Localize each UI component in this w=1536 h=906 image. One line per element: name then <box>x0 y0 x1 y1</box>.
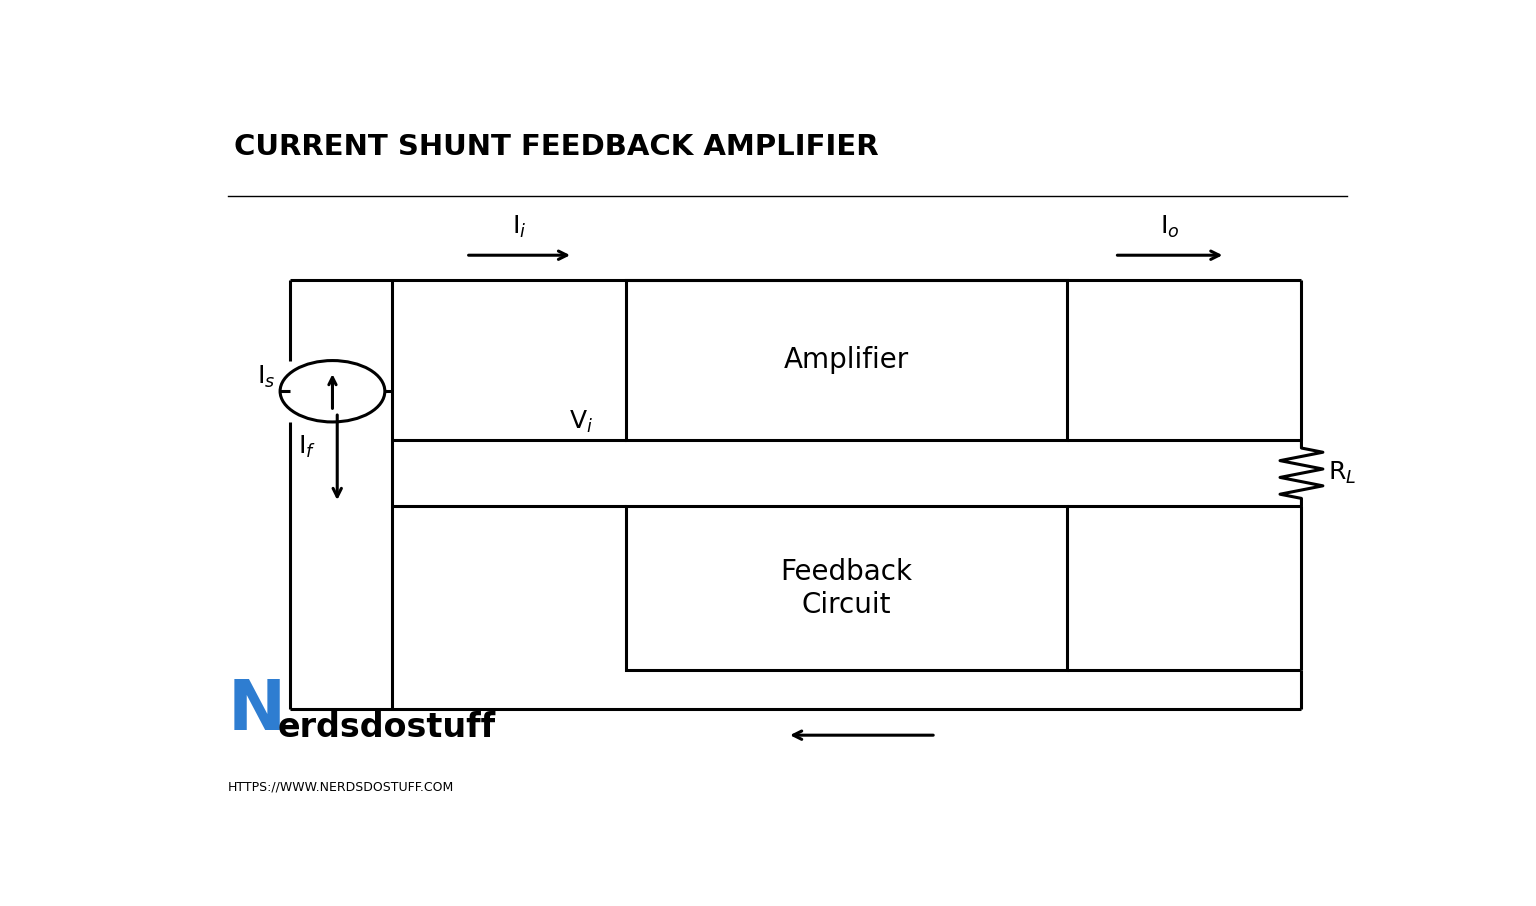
Text: I$_f$: I$_f$ <box>298 434 316 460</box>
Text: V$_i$: V$_i$ <box>570 409 593 435</box>
Text: R$_L$: R$_L$ <box>1327 460 1356 487</box>
Text: I$_o$: I$_o$ <box>1160 214 1180 240</box>
Text: I$_s$: I$_s$ <box>257 364 275 390</box>
Text: CURRENT SHUNT FEEDBACK AMPLIFIER: CURRENT SHUNT FEEDBACK AMPLIFIER <box>233 133 879 161</box>
Text: I$_i$: I$_i$ <box>511 214 527 240</box>
FancyBboxPatch shape <box>627 280 1068 440</box>
FancyBboxPatch shape <box>627 506 1068 670</box>
Text: Feedback
Circuit: Feedback Circuit <box>780 558 912 619</box>
Text: N: N <box>227 677 286 744</box>
Text: HTTPS://WWW.NERDSDOSTUFF.COM: HTTPS://WWW.NERDSDOSTUFF.COM <box>227 781 455 794</box>
Text: Amplifier: Amplifier <box>783 346 909 374</box>
Text: erdsdostuff: erdsdostuff <box>278 710 496 744</box>
